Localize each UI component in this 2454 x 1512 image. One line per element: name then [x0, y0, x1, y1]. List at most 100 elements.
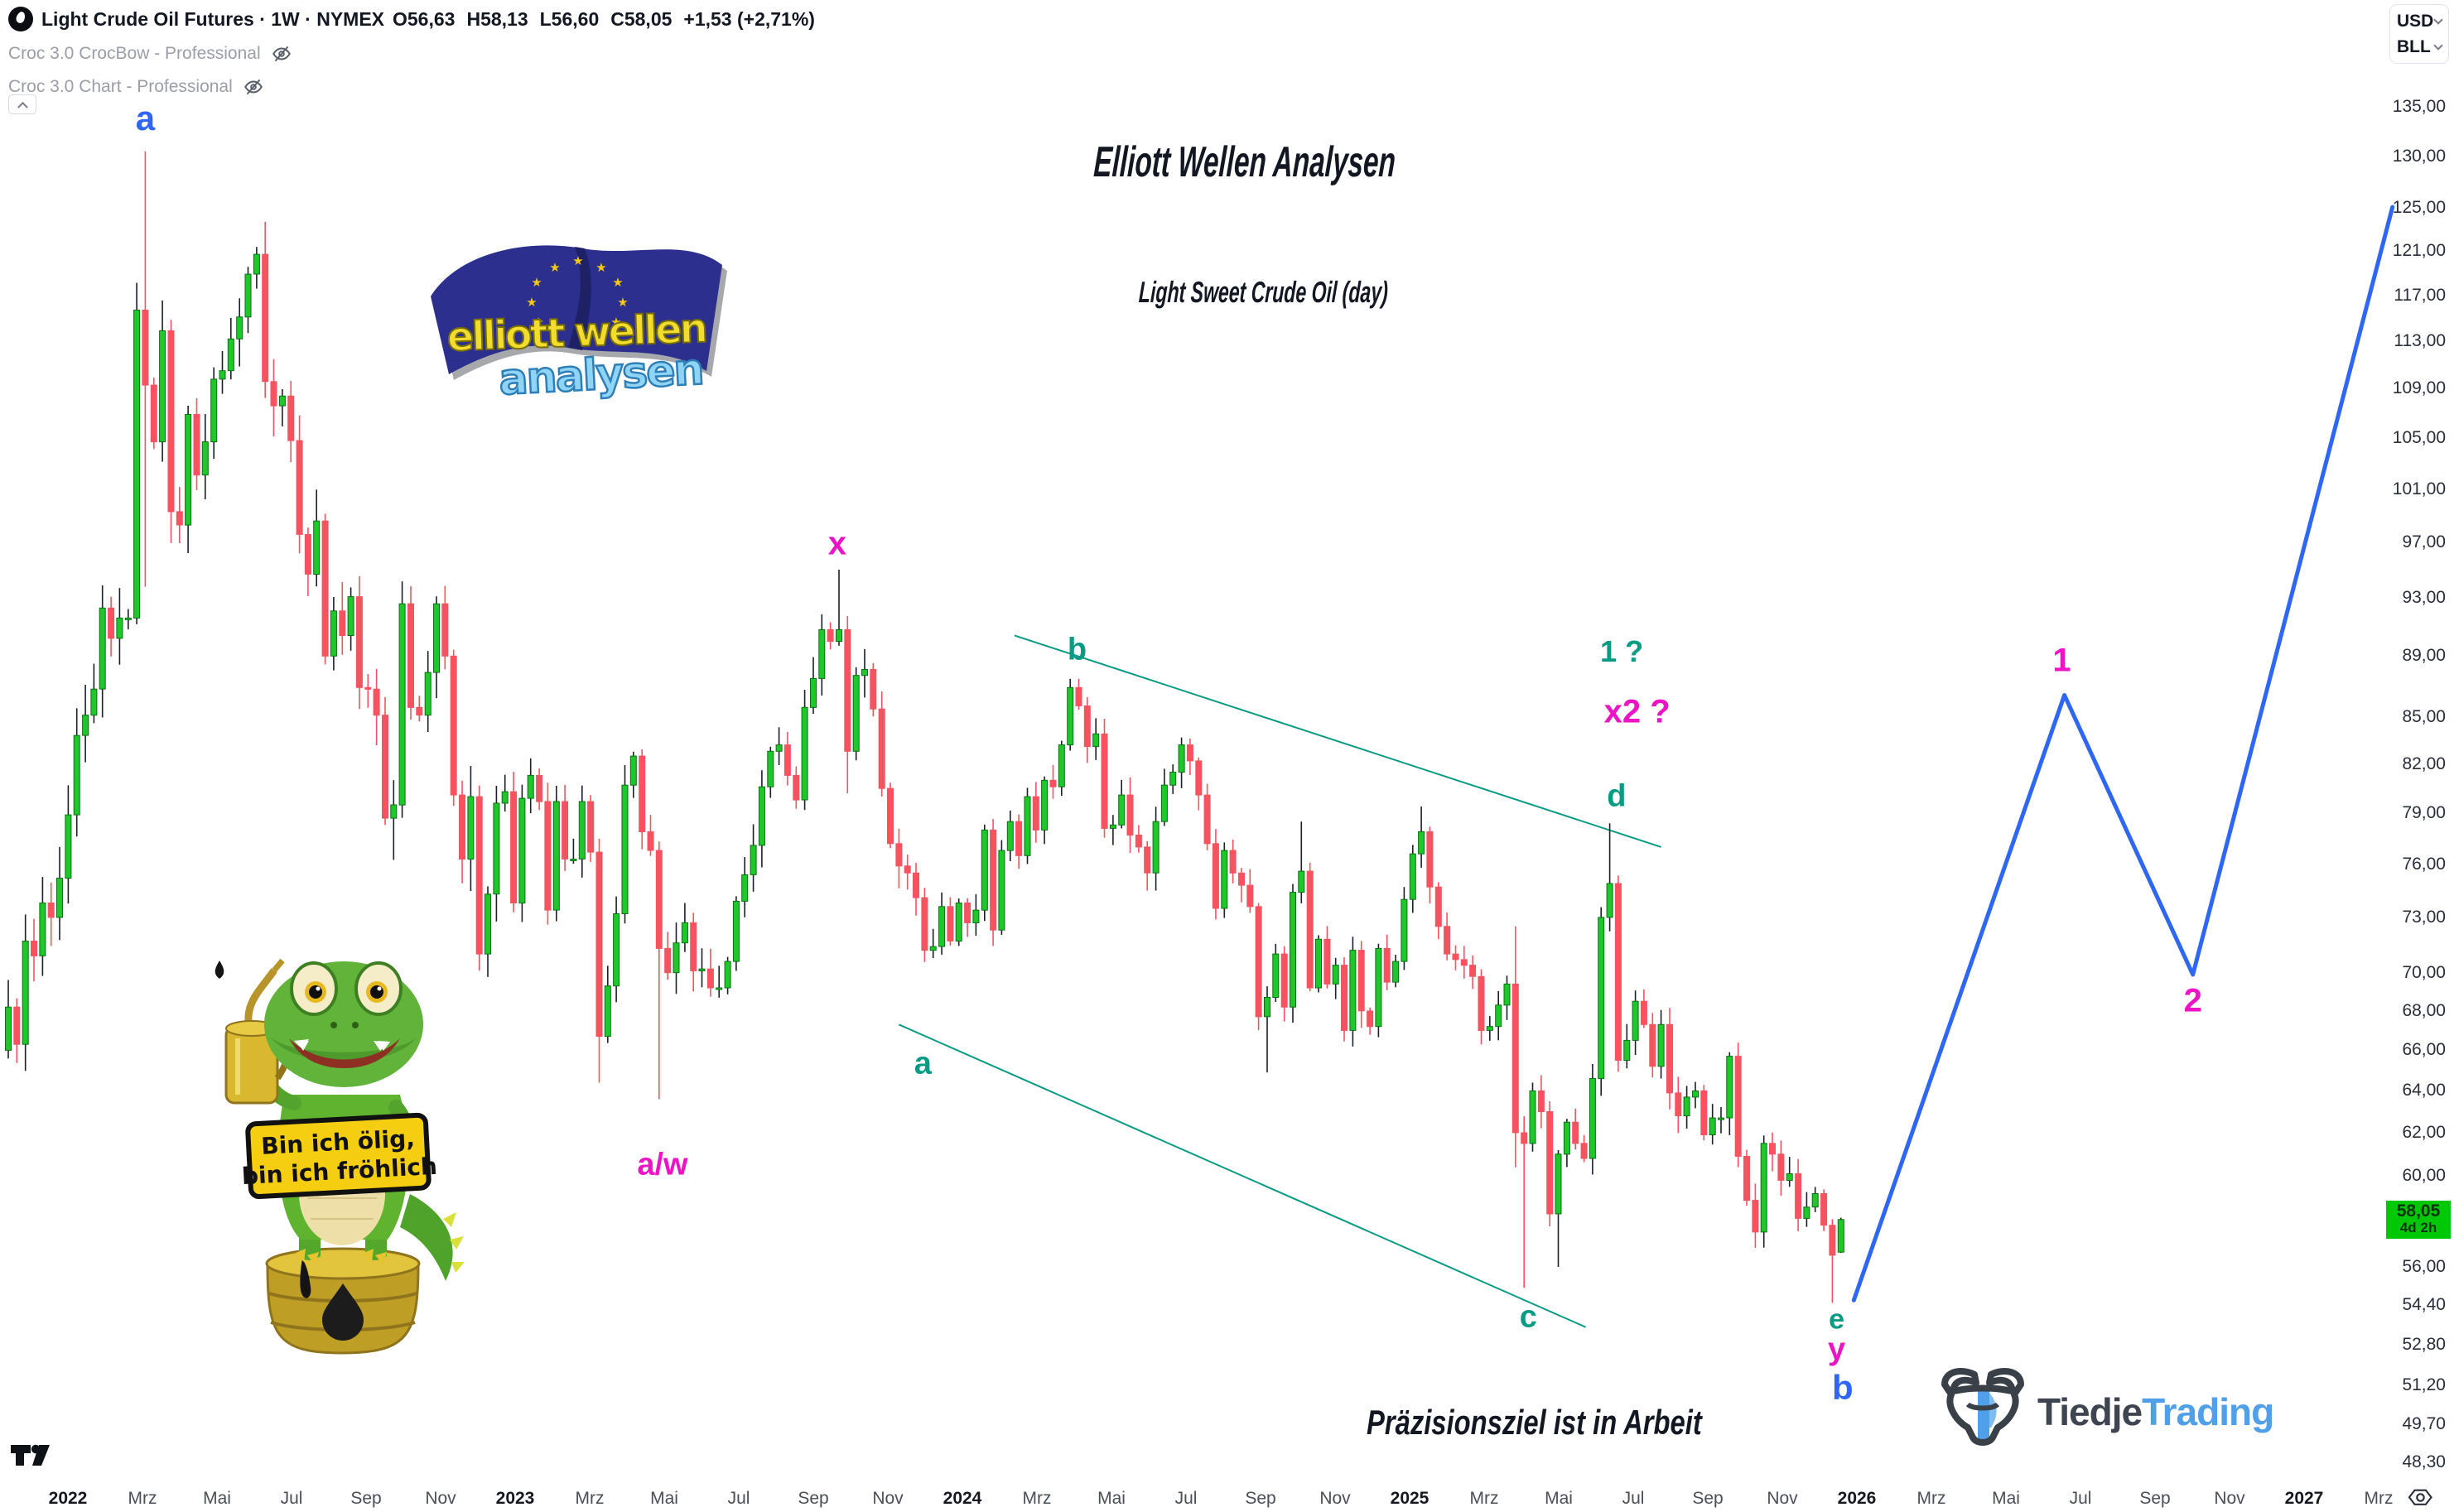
candle-body: [878, 708, 885, 789]
price-axis[interactable]: 135,00 130,00 125,00 121,00 117,00 113,00 109,…: [2384, 0, 2454, 1482]
tradingview-logo[interactable]: [10, 1444, 51, 1467]
candle-body: [407, 603, 414, 708]
symbol-row[interactable]: Light Crude Oil Futures · 1W · NYMEX O56…: [8, 7, 815, 31]
candle-body: [1195, 760, 1203, 796]
candle-body: [1383, 947, 1391, 983]
candle-body: [493, 802, 500, 895]
candle-body: [1444, 926, 1451, 955]
time-tick: 2023: [495, 1489, 535, 1508]
candle-body: [262, 253, 269, 383]
candle-body: [424, 672, 431, 716]
wave-label-x[interactable]: x: [827, 525, 847, 562]
unit-value: BLL: [2397, 36, 2431, 56]
candle-body: [185, 414, 192, 526]
candle-body: [373, 688, 380, 716]
indicator-label: Croc 3.0 Chart - Professional: [8, 77, 233, 96]
candle-body: [510, 791, 518, 903]
mascot-head: [264, 961, 423, 1087]
candle-body: [1469, 965, 1477, 977]
price-tick: 73,00: [2402, 907, 2446, 927]
candle-body: [895, 843, 903, 867]
channel-line-2[interactable]: [898, 1023, 1587, 1328]
tiedje-word: Tiedje: [2037, 1390, 2143, 1433]
candle-body: [1675, 1092, 1682, 1117]
candle-body: [852, 675, 860, 752]
candle-body: [870, 669, 877, 710]
candle-body: [621, 784, 629, 915]
wave-label-x2[interactable]: x2 ?: [1603, 693, 1671, 730]
candle-body: [1829, 1225, 1836, 1256]
price-tick: 54,40: [2402, 1295, 2446, 1315]
candle-body: [1212, 843, 1219, 909]
candle-body: [536, 774, 543, 802]
candle-body: [552, 801, 560, 911]
candle-body: [1032, 796, 1039, 831]
legend-collapse-button[interactable]: [8, 94, 36, 114]
candle-body: [1323, 938, 1331, 985]
candle-body: [321, 520, 329, 657]
candle-body: [562, 801, 569, 860]
svg-text:★: ★: [610, 315, 621, 330]
wave-label-1[interactable]: 1 ?: [1600, 633, 1644, 668]
time-tick: Mai: [1992, 1489, 2020, 1508]
logo-text-line2: analysen: [498, 344, 704, 405]
price-tick: 117,00: [2394, 285, 2446, 305]
symbol-legend: Light Crude Oil Futures · 1W · NYMEX O56…: [8, 7, 815, 98]
price-tick: 51,20: [2402, 1375, 2446, 1394]
eye-hidden-icon[interactable]: [271, 43, 292, 65]
candle-body: [904, 865, 911, 874]
wave-label-y[interactable]: y: [1828, 1331, 1846, 1367]
unit-dropdown[interactable]: BLL: [2397, 36, 2443, 57]
time-tick: Sep: [798, 1489, 829, 1508]
logo-text-line1: elliott wellen: [446, 306, 706, 361]
candle-body: [304, 533, 311, 575]
candle-body: [1135, 835, 1142, 848]
channel-line-1[interactable]: [1014, 634, 1661, 848]
wave-label-a[interactable]: a: [914, 1046, 932, 1081]
candle-body: [1315, 938, 1322, 989]
eye-hidden-icon[interactable]: [243, 76, 264, 98]
indicator-row-crocbow[interactable]: Croc 3.0 CrocBow - Professional: [8, 43, 815, 65]
candle-body: [416, 706, 423, 716]
currency-dropdown[interactable]: USD: [2397, 12, 2443, 31]
chevron-down-icon: [2433, 40, 2443, 51]
candle-body: [1743, 1156, 1750, 1201]
wave-label-a[interactable]: a: [135, 99, 156, 138]
candle-body: [219, 370, 226, 380]
candle-body: [22, 941, 29, 1045]
mascot-sign: Bin ich ölig, bin ich fröhlich: [241, 1112, 438, 1200]
price-tick: 125,00: [2392, 198, 2446, 218]
wave-label-2[interactable]: 2: [2183, 982, 2202, 1019]
time-tick: Jul: [727, 1489, 750, 1508]
indicator-row-chart[interactable]: Croc 3.0 Chart - Professional: [8, 76, 815, 98]
candle-body: [1118, 794, 1126, 826]
wave-label-e[interactable]: e: [1829, 1303, 1845, 1336]
candle-body: [767, 750, 774, 787]
candle-body: [347, 596, 354, 636]
wave-label-b[interactable]: b: [1067, 632, 1087, 667]
candle-body: [783, 744, 791, 776]
candle-body: [1683, 1096, 1690, 1117]
scale-settings-icon[interactable]: [2408, 1486, 2433, 1510]
candle-body: [1614, 883, 1622, 1061]
projection-line[interactable]: [1851, 205, 2395, 1303]
indicator-label: Croc 3.0 CrocBow - Professional: [8, 44, 261, 63]
wave-label-d[interactable]: d: [1607, 778, 1627, 814]
wave-label-b[interactable]: b: [1831, 1367, 1854, 1407]
candle-body: [775, 744, 783, 752]
time-axis[interactable]: 2022 Mrz Mai Jul Sep Nov 2023 Mrz Mai Jul Sep Nov 20…: [0, 1484, 2454, 1512]
time-tick: Nov: [872, 1489, 904, 1508]
wave-label-aw[interactable]: a/w: [637, 1147, 688, 1182]
price-tick: 62,00: [2402, 1122, 2446, 1142]
price-tick: 70,00: [2402, 962, 2446, 982]
candle-body: [1598, 917, 1605, 1080]
candle-body: [330, 610, 337, 657]
candle-body: [1718, 1117, 1724, 1120]
candle-body: [518, 797, 526, 904]
wave-label-c[interactable]: c: [1519, 1299, 1537, 1335]
wave-label-1[interactable]: 1: [2052, 642, 2071, 679]
candle-body: [133, 310, 141, 619]
candle-body: [1692, 1090, 1699, 1098]
candle-body: [1221, 850, 1228, 909]
